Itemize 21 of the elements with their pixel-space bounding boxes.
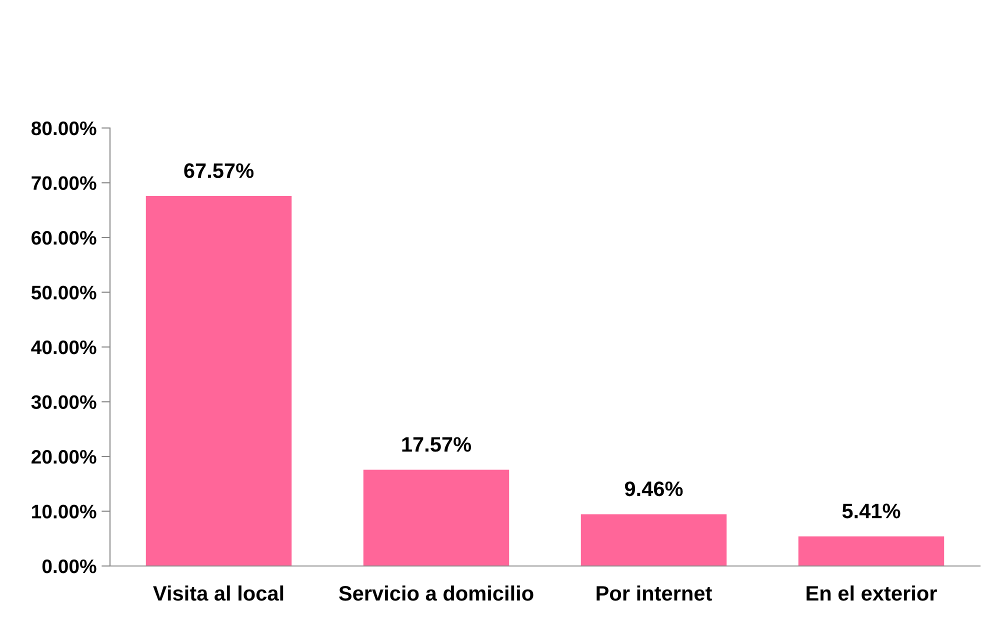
data-label: 17.57% — [402, 437, 472, 452]
y-tick-label: 70.00% — [32, 176, 96, 190]
bar — [798, 536, 944, 566]
data-label: 9.46% — [624, 481, 683, 496]
bar — [580, 514, 727, 566]
x-tick-label: Visita al local — [153, 585, 284, 601]
y-tick-label: 20.00% — [32, 450, 96, 464]
y-tick-label: 10.00% — [32, 504, 96, 518]
y-tick-label: 60.00% — [32, 230, 96, 245]
y-tick-label: 50.00% — [31, 286, 96, 300]
x-tick-label: Por internet — [596, 585, 712, 601]
y-tick-label: 40.00% — [31, 340, 96, 354]
bar — [363, 470, 510, 566]
data-label: 67.57% — [184, 163, 254, 178]
y-tick-label: 80.00% — [31, 121, 96, 136]
x-tick-label: En el exterior — [806, 585, 937, 601]
data-label: 5.41% — [842, 504, 900, 518]
x-tick-label: Servicio a domicilio — [339, 585, 534, 601]
y-tick-label: 0.00% — [42, 559, 96, 574]
y-tick-label: 30.00% — [31, 395, 96, 410]
bar — [146, 196, 292, 566]
